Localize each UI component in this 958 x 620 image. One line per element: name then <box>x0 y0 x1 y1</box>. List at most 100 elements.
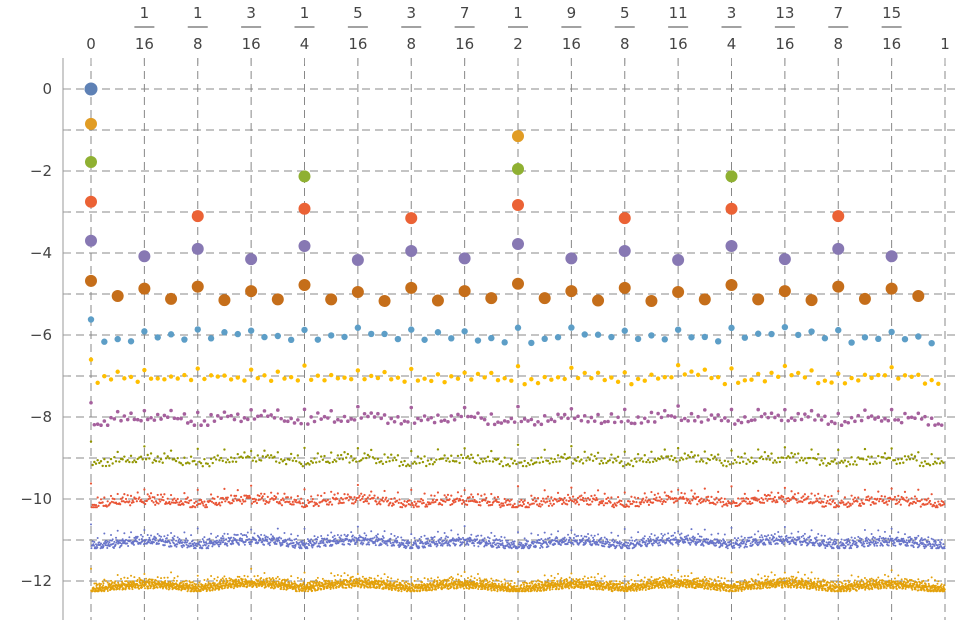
data-point <box>436 448 440 451</box>
data-point <box>375 500 378 503</box>
data-point <box>182 544 185 547</box>
data-point <box>223 539 226 542</box>
data-point <box>600 536 603 539</box>
data-point <box>153 496 156 499</box>
data-point <box>390 504 394 507</box>
data-point <box>622 505 626 508</box>
data-point <box>756 541 759 544</box>
data-point <box>250 528 253 531</box>
data-point <box>618 244 631 257</box>
data-point <box>279 458 283 461</box>
data-point <box>92 422 97 427</box>
data-point <box>240 502 244 505</box>
data-point <box>773 536 776 539</box>
data-point <box>124 497 128 501</box>
data-point <box>161 461 164 464</box>
data-point <box>605 461 608 465</box>
data-point <box>181 541 184 544</box>
data-point <box>484 499 487 502</box>
data-point <box>512 237 524 250</box>
data-point <box>405 212 418 225</box>
data-point <box>508 500 511 503</box>
data-point <box>800 543 803 546</box>
data-point <box>525 543 528 546</box>
data-point <box>521 504 524 508</box>
data-point <box>650 450 653 454</box>
data-point <box>112 417 117 421</box>
data-point <box>424 505 427 508</box>
data-point <box>840 538 843 541</box>
data-point <box>119 418 123 423</box>
data-point <box>498 546 501 549</box>
data-point <box>421 460 425 464</box>
data-point <box>406 463 410 466</box>
data-point <box>406 499 410 503</box>
data-point <box>462 501 465 504</box>
data-point <box>903 498 906 501</box>
data-point <box>461 328 468 335</box>
data-point <box>395 537 398 540</box>
data-point <box>690 528 693 531</box>
data-point <box>198 460 201 463</box>
data-point <box>731 546 734 549</box>
data-point <box>268 456 271 459</box>
data-point <box>729 407 734 412</box>
data-point <box>111 497 114 500</box>
data-point <box>111 290 124 303</box>
data-point <box>369 411 374 415</box>
data-point <box>213 577 216 580</box>
data-point <box>649 372 654 377</box>
data-point <box>498 503 501 507</box>
data-point <box>346 419 350 424</box>
data-point <box>341 538 344 541</box>
data-point <box>308 463 311 466</box>
data-point <box>367 541 370 544</box>
data-point <box>145 499 148 502</box>
data-point <box>911 541 914 544</box>
series-1 <box>85 117 524 143</box>
data-point <box>788 540 791 543</box>
data-point <box>362 542 365 545</box>
data-point <box>325 293 338 306</box>
data-point <box>190 544 193 547</box>
data-point <box>396 491 400 494</box>
data-point <box>102 504 105 507</box>
data-point <box>853 496 857 499</box>
data-point <box>173 458 176 461</box>
data-point <box>904 499 907 502</box>
data-point <box>515 462 518 466</box>
data-point <box>579 498 582 501</box>
data-point <box>414 542 417 545</box>
data-point <box>543 531 546 534</box>
data-point <box>762 538 765 541</box>
data-point <box>449 540 452 543</box>
data-point <box>690 450 693 454</box>
data-point <box>254 460 258 463</box>
data-point <box>386 456 390 459</box>
data-point <box>244 500 247 503</box>
series-level-6 <box>87 316 935 347</box>
data-point <box>656 542 659 545</box>
data-point <box>800 496 803 499</box>
data-point <box>147 585 150 588</box>
data-point <box>489 542 492 545</box>
data-point <box>596 489 600 492</box>
data-point <box>719 501 722 504</box>
data-point <box>842 503 846 506</box>
data-point <box>749 502 752 506</box>
data-point <box>566 503 569 506</box>
data-point <box>226 544 229 547</box>
data-point <box>903 533 906 536</box>
data-point <box>828 537 831 540</box>
data-point <box>491 503 494 506</box>
data-point <box>280 537 283 540</box>
data-point <box>163 576 166 579</box>
data-point <box>583 491 586 494</box>
data-point <box>410 502 414 505</box>
data-point <box>872 535 875 538</box>
data-point <box>534 545 537 548</box>
data-point <box>710 533 713 536</box>
data-point <box>623 528 626 531</box>
data-point <box>749 542 752 545</box>
data-point <box>326 534 329 537</box>
